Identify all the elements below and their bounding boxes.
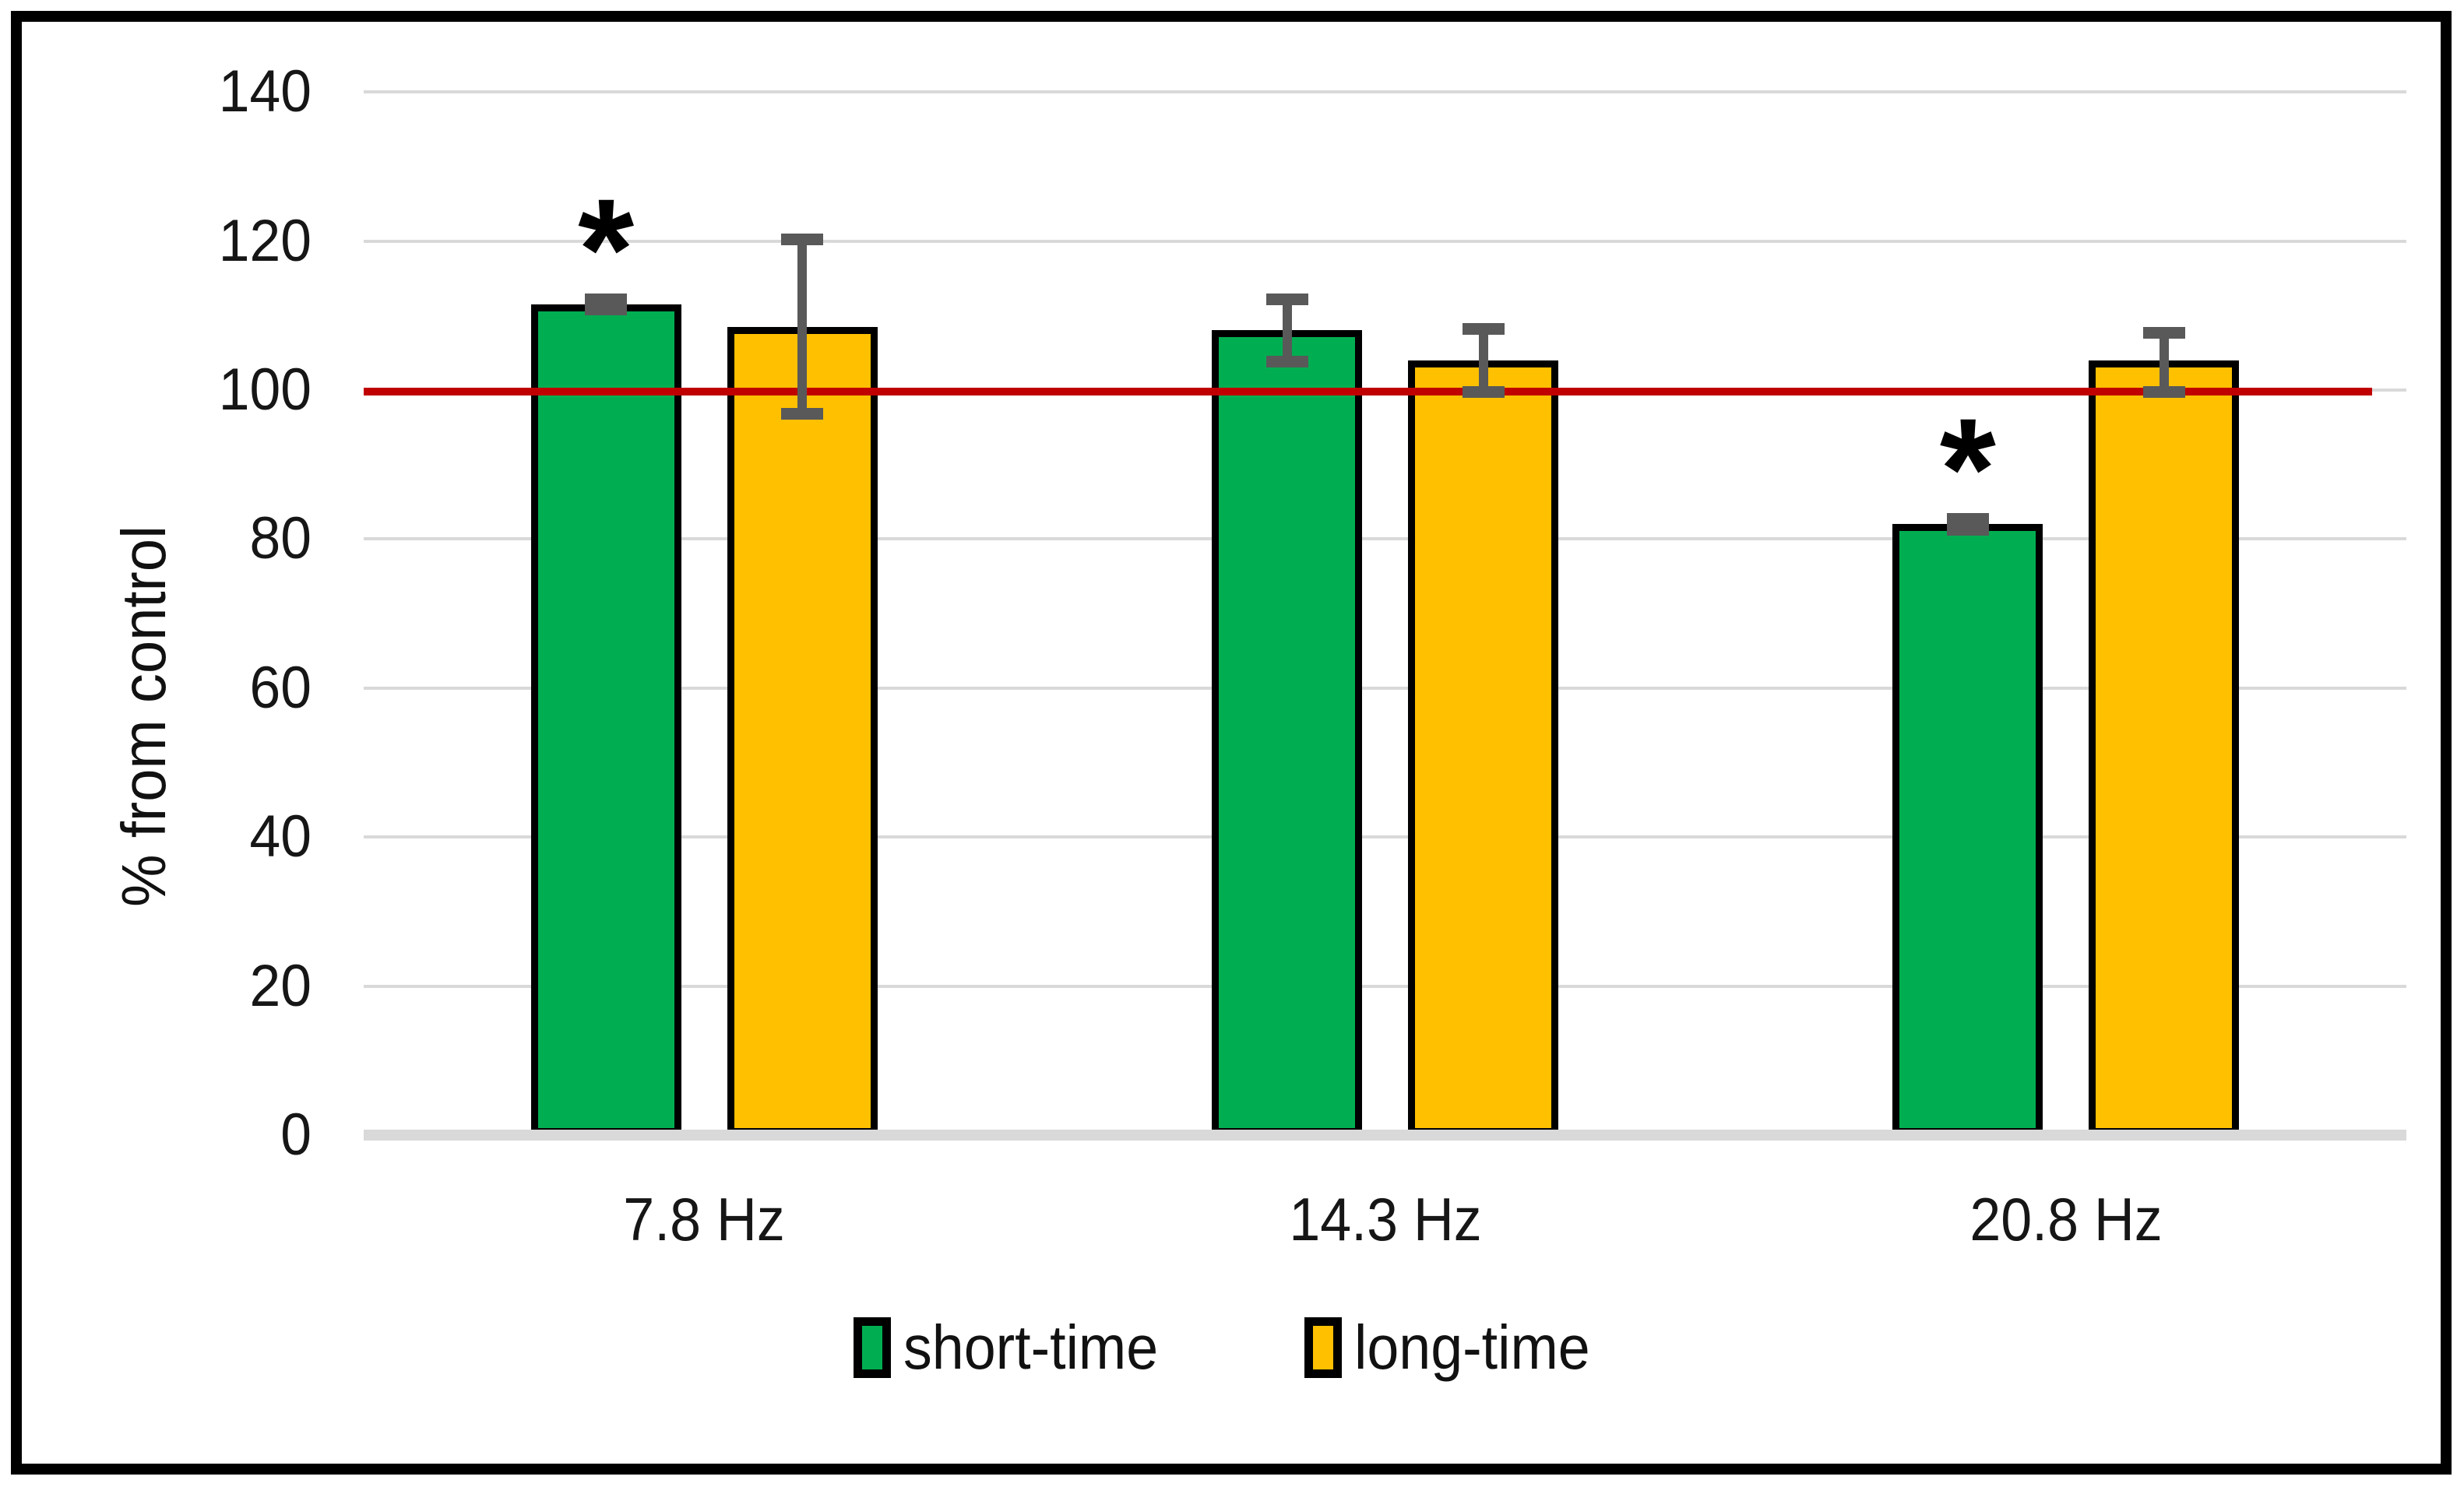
bar-short-time-20.8-Hz [1892,524,2043,1135]
error-bar-short-time-7.8-Hz [585,293,628,316]
gridline-140 [364,90,2406,94]
bar-long-time-14.3-Hz [1408,360,1558,1135]
y-tick-label-60: 60 [249,654,312,721]
error-bar-long-time-7.8-Hz [781,234,824,420]
reference-line-100 [364,388,2372,395]
error-cap-bottom [1946,523,1989,536]
gridline-80 [364,537,2406,541]
bar-short-time-7.8-Hz [530,304,681,1135]
significance-asterisk-7.8-Hz: * [578,169,635,330]
error-cap-top [585,293,628,305]
y-tick-label-20: 20 [249,952,312,1019]
error-cap-top [1946,512,1989,525]
legend-label-long-time: long-time [1354,1313,1591,1382]
legend-item-long-time: long-time [1304,1313,1610,1383]
y-tick-label-40: 40 [249,803,312,870]
x-axis-label-14.3-Hz: 14.3 Hz [1288,1185,1482,1253]
y-tick-label-80: 80 [249,505,312,572]
gridline-20 [364,984,2406,988]
error-whisker [797,234,808,420]
legend-label-short-time: short-time [903,1313,1158,1382]
x-axis-label-20.8-Hz: 20.8 Hz [1969,1185,2163,1253]
error-whisker [1478,322,1488,398]
gridline-40 [364,835,2406,839]
error-cap-bottom [2142,385,2185,398]
legend: short-time long-time [0,1313,2464,1383]
error-bar-short-time-14.3-Hz [1265,293,1308,368]
error-bar-long-time-20.8-Hz [2142,326,2185,398]
x-axis-label-7.8-Hz: 7.8 Hz [623,1185,785,1253]
error-bar-short-time-20.8-Hz [1946,512,1989,536]
y-tick-label-100: 100 [218,357,312,423]
error-cap-top [781,234,824,246]
error-cap-bottom [1265,356,1308,368]
error-whisker [1282,293,1292,368]
x-axis-line [364,1130,2406,1141]
gridline-60 [364,686,2406,690]
y-tick-label-120: 120 [218,207,312,274]
gridline-120 [364,239,2406,243]
significance-asterisk-20.8-Hz: * [1939,388,1996,550]
legend-item-short-time: short-time [853,1313,1181,1383]
y-tick-label-0: 0 [280,1102,312,1168]
legend-swatch-short-time [853,1317,891,1378]
bar-long-time-20.8-Hz [2089,360,2240,1135]
error-cap-top [1462,322,1505,335]
legend-swatch-long-time [1304,1317,1343,1378]
y-tick-label-140: 140 [218,58,312,125]
bar-short-time-14.3-Hz [1212,330,1362,1135]
bar-long-time-7.8-Hz [727,326,878,1135]
error-cap-bottom [1462,385,1505,398]
error-cap-top [2142,326,2185,339]
error-bar-long-time-14.3-Hz [1462,322,1505,398]
error-cap-top [1265,293,1308,305]
error-cap-bottom [781,408,824,420]
error-cap-bottom [585,304,628,316]
error-whisker [2159,326,2169,398]
